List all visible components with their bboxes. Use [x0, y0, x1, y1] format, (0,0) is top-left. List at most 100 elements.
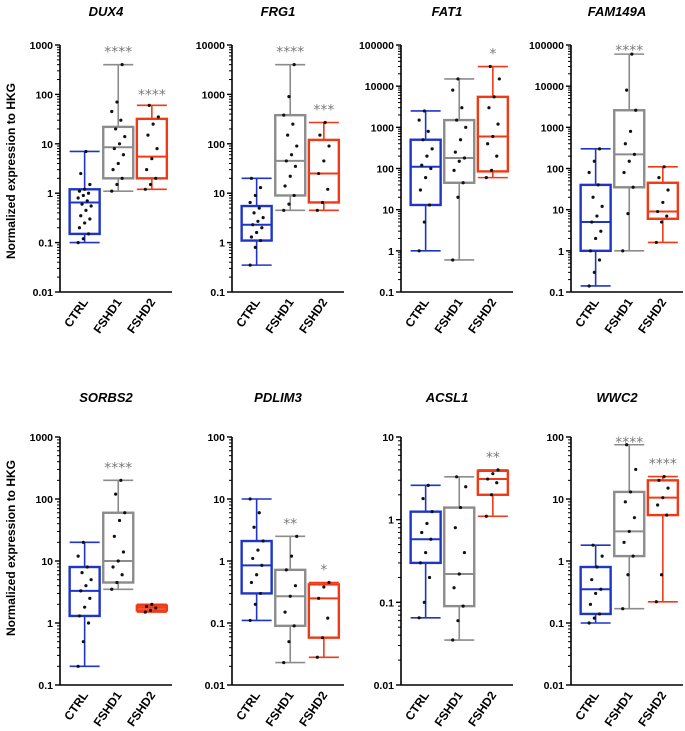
y-tick-label: 1000 [202, 89, 226, 101]
box-iqr [613, 490, 646, 558]
data-point [119, 118, 123, 122]
box-fshd2: FSHD2 [296, 580, 341, 729]
data-point [79, 589, 83, 593]
data-point [430, 147, 434, 151]
data-point [251, 556, 255, 561]
y-tick-label: 10000 [365, 81, 394, 93]
data-point [79, 214, 83, 218]
data-point [429, 166, 433, 171]
data-point [249, 580, 254, 585]
data-point [89, 578, 93, 582]
data-point [451, 258, 455, 262]
data-point [659, 573, 664, 577]
y-tick-label: 1000 [371, 122, 395, 134]
data-point [123, 511, 127, 515]
data-point [115, 580, 119, 585]
y-tick-label: 0.1 [38, 680, 53, 692]
x-category-label: FSHD1 [91, 295, 125, 336]
data-point [317, 596, 321, 600]
data-point [461, 604, 465, 608]
data-point [76, 241, 80, 245]
data-point [590, 578, 594, 582]
data-point [592, 159, 596, 163]
data-point [248, 618, 252, 623]
x-category-label: CTRL [233, 296, 263, 330]
y-tick-label: 10 [213, 188, 225, 200]
panel-title: FAT1 [432, 4, 463, 19]
data-point [110, 189, 114, 193]
box-fshd2: FSHD2 [124, 602, 169, 729]
data-point [322, 159, 326, 163]
data-point [85, 565, 89, 569]
data-point [426, 483, 430, 487]
data-point [631, 554, 635, 558]
data-point [292, 193, 296, 198]
x-category-label: FSHD1 [432, 688, 466, 729]
data-point [121, 550, 126, 554]
box-iqr [579, 183, 612, 253]
x-category-label: FSHD1 [432, 295, 466, 336]
data-point [320, 636, 325, 640]
data-point [112, 534, 116, 538]
data-point [464, 125, 468, 129]
x-category-label: CTRL [572, 296, 602, 330]
y-tick-label: 0.01 [544, 680, 565, 692]
data-point [88, 182, 92, 187]
data-point [418, 188, 423, 192]
y-tick-label: 100 [35, 89, 53, 101]
panel-title: PDLIM3 [254, 390, 302, 405]
data-point [597, 147, 602, 151]
data-point [599, 229, 603, 233]
data-point [455, 475, 459, 479]
data-point [425, 521, 429, 526]
data-point [111, 168, 115, 172]
data-point [634, 108, 638, 112]
data-point [587, 284, 591, 288]
y-tick-label: 1 [558, 556, 564, 568]
data-point [662, 165, 666, 169]
data-point [622, 170, 626, 175]
significance-stars: **** [104, 460, 132, 476]
y-tick-label: 1000 [30, 40, 54, 52]
significance-stars: * [320, 563, 327, 579]
y-tick-label: 1 [558, 246, 564, 258]
box-iqr [102, 511, 135, 584]
box-fshd1: FSHD1 [263, 534, 307, 729]
data-point [145, 604, 149, 609]
box-fshd1: FSHD1 [602, 52, 646, 336]
data-point [88, 596, 92, 600]
box-ctrl: CTRL [402, 483, 442, 723]
x-category-label: FSHD2 [296, 688, 330, 729]
data-point [258, 591, 263, 596]
data-point [80, 570, 84, 575]
x-category-label: CTRL [61, 296, 91, 330]
data-point [424, 176, 428, 180]
data-point [289, 554, 294, 558]
box-iqr [613, 109, 646, 189]
data-point [121, 153, 126, 157]
data-point [119, 478, 123, 482]
data-point [457, 159, 461, 163]
data-point [662, 474, 666, 479]
significance-stars: ** [486, 450, 500, 466]
y-tick-label: 0.01 [205, 680, 226, 692]
data-point [492, 95, 496, 99]
data-point [85, 199, 89, 203]
data-point [256, 548, 260, 552]
data-point [256, 219, 260, 223]
data-point [422, 109, 426, 113]
data-point [146, 133, 150, 137]
box-iqr [409, 138, 442, 207]
data-point [327, 144, 331, 148]
data-point [626, 573, 630, 577]
box-iqr [307, 138, 341, 204]
x-category-label: CTRL [233, 689, 263, 723]
box-ctrl: CTRL [402, 109, 442, 330]
data-point [587, 621, 591, 625]
box-fshd2: FSHD2 [296, 120, 341, 336]
data-point [83, 187, 87, 191]
data-point [666, 486, 670, 490]
data-point [452, 168, 456, 172]
data-point [83, 221, 87, 225]
x-category-label: FSHD1 [263, 295, 297, 336]
